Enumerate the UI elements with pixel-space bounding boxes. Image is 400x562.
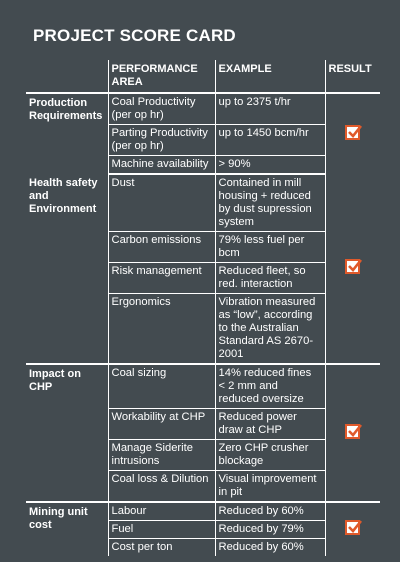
check-icon bbox=[344, 520, 362, 535]
header-example: EXAMPLE bbox=[214, 60, 325, 94]
performance-area-cell: Coal sizing bbox=[107, 364, 215, 409]
section-category: Impact on CHP bbox=[26, 364, 108, 503]
performance-area-cell: Machine availability bbox=[107, 155, 215, 175]
table-row: Mining unit cost Labour Reduced by 60% bbox=[26, 502, 380, 556]
score-card-table-container: PERFORMANCE AREA EXAMPLE RESULT Producti… bbox=[26, 60, 380, 556]
section-category: Production Requirements bbox=[29, 97, 103, 122]
table-row: Manage Siderite intrusions Zero CHP crus… bbox=[26, 439, 380, 471]
example-cell: Reduced by 79% bbox=[214, 520, 325, 539]
score-card-table: PERFORMANCE AREA EXAMPLE RESULT Producti… bbox=[26, 60, 380, 556]
example-cell: Reduced by 60% bbox=[214, 538, 325, 556]
table-row: Workability at CHP Reduced power draw at… bbox=[26, 408, 380, 440]
table-row: Coal loss & Dilution Visual improvement … bbox=[26, 470, 380, 503]
example-cell: Contained in mill housing + reduced by d… bbox=[214, 174, 325, 232]
table-row: Cost per ton Reduced by 60% bbox=[26, 538, 380, 556]
section-category: Mining unit cost bbox=[29, 506, 88, 531]
table-row: Fuel Reduced by 79% bbox=[26, 520, 380, 539]
example-cell: up to 1450 bcm/hr bbox=[214, 124, 325, 156]
performance-area-cell: Ergonomics bbox=[107, 293, 215, 365]
performance-area-cell: Carbon emissions bbox=[107, 231, 215, 263]
table-header-row: PERFORMANCE AREA EXAMPLE RESULT bbox=[26, 60, 380, 94]
table-row: Health safety and Environment Dust Conta… bbox=[26, 174, 380, 365]
performance-area-cell: Coal loss & Dilution bbox=[107, 470, 215, 503]
performance-area-cell: Risk management bbox=[107, 262, 215, 294]
table-row: Ergonomics Vibration measured as “low”, … bbox=[26, 293, 380, 365]
header-category bbox=[26, 60, 108, 94]
example-cell: Visual improvement in pit bbox=[214, 470, 325, 503]
example-cell: Reduced power draw at CHP bbox=[214, 408, 325, 440]
result-cell bbox=[324, 364, 380, 503]
table-row: Production Requirements Coal Productivit… bbox=[26, 93, 380, 174]
table-row: Parting Productivity (per op hr) up to 1… bbox=[26, 124, 380, 156]
table-row: Impact on CHP Coal sizing 14% reduced fi… bbox=[26, 364, 380, 503]
example-cell: Vibration measured as “low”, according t… bbox=[214, 293, 325, 365]
table-row: Carbon emissions 79% less fuel per bcm bbox=[26, 231, 380, 263]
header-performance-area: PERFORMANCE AREA bbox=[107, 60, 215, 94]
example-cell: Reduced by 60% bbox=[214, 502, 325, 521]
performance-area-cell: Dust bbox=[107, 174, 215, 232]
check-icon bbox=[344, 124, 362, 140]
performance-area-cell: Fuel bbox=[107, 520, 215, 539]
performance-area-cell: Manage Siderite intrusions bbox=[107, 439, 215, 471]
result-cell bbox=[324, 174, 380, 365]
table-row: Risk management Reduced fleet, so red. i… bbox=[26, 262, 380, 294]
example-cell: up to 2375 t/hr bbox=[214, 93, 325, 125]
result-cell bbox=[324, 502, 380, 556]
performance-area-cell: Cost per ton bbox=[107, 538, 215, 556]
example-cell: 79% less fuel per bcm bbox=[214, 231, 325, 263]
performance-area-cell: Coal Productivity (per op hr) bbox=[107, 93, 215, 125]
performance-area-cell: Workability at CHP bbox=[107, 408, 215, 440]
section-category: Health safety and Environment bbox=[26, 174, 108, 365]
header-result: RESULT bbox=[324, 60, 380, 94]
check-icon bbox=[344, 259, 362, 274]
check-icon bbox=[344, 423, 362, 439]
performance-area-cell: Parting Productivity (per op hr) bbox=[107, 124, 215, 156]
example-cell: 14% reduced fines < 2 mm and reduced ove… bbox=[214, 364, 325, 409]
example-cell: > 90% bbox=[214, 155, 325, 175]
example-cell: Reduced fleet, so red. interaction bbox=[214, 262, 325, 294]
result-cell bbox=[324, 93, 380, 174]
performance-area-cell: Labour bbox=[107, 502, 215, 521]
example-cell: Zero CHP crusher blockage bbox=[214, 439, 325, 471]
page-title: PROJECT SCORE CARD bbox=[33, 26, 236, 45]
table-row: Machine availability > 90% bbox=[26, 155, 380, 175]
